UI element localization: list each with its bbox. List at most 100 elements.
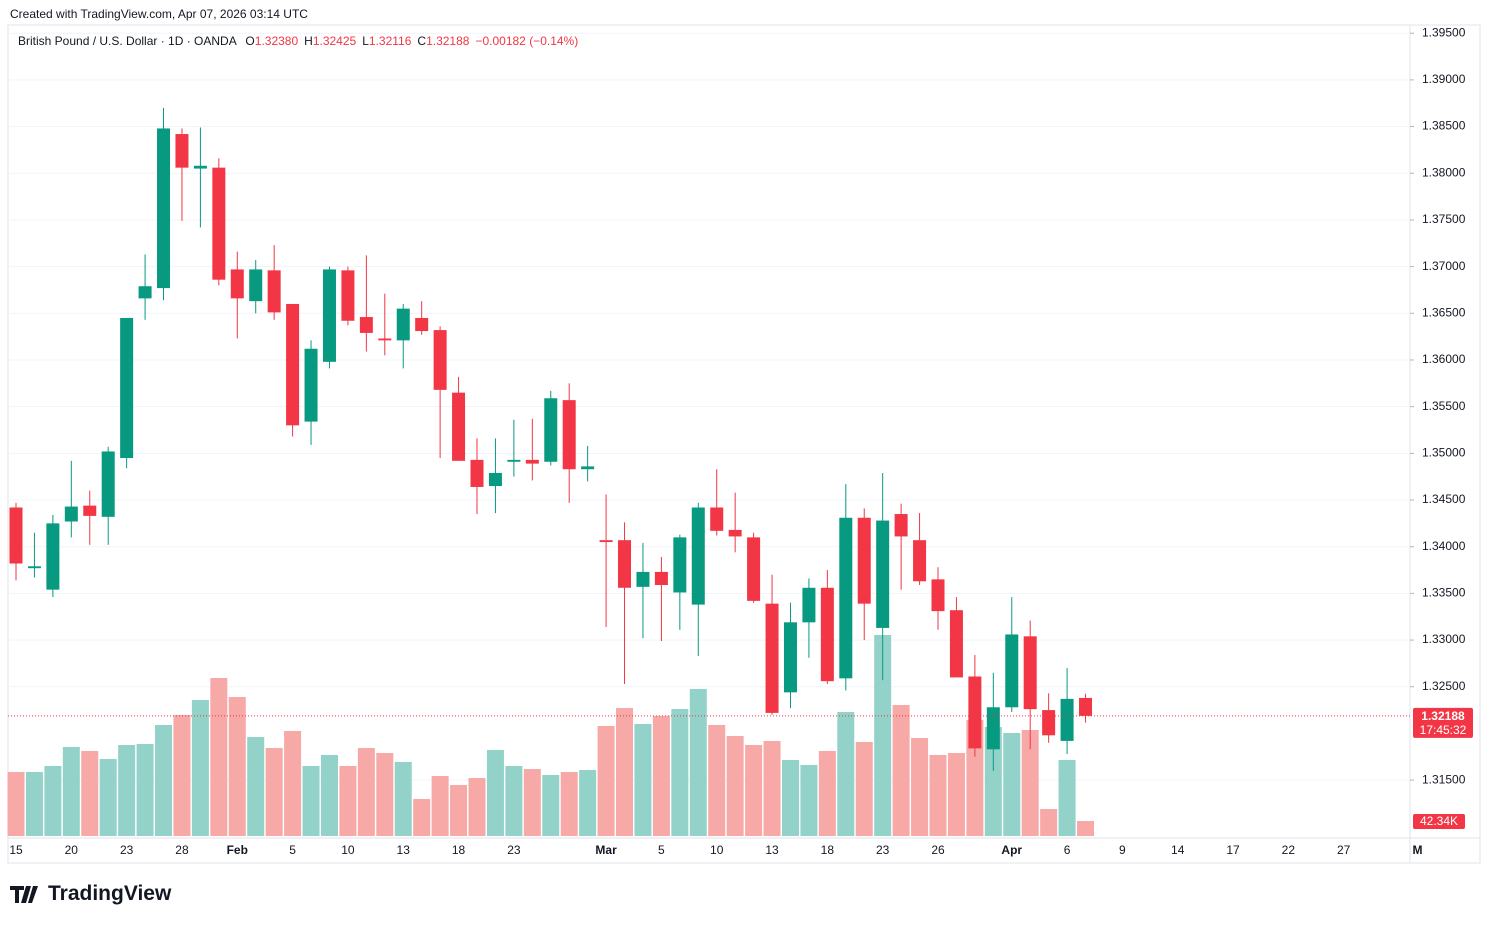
- candle-body: [1042, 710, 1056, 736]
- candle-body: [138, 286, 152, 299]
- candle-body: [581, 466, 595, 470]
- y-tick-label: 1.33500: [1422, 586, 1466, 600]
- candle-body: [175, 134, 189, 168]
- candle-body: [949, 610, 963, 678]
- volume-bar: [634, 723, 652, 836]
- candle-body: [673, 537, 687, 593]
- volume-bar: [560, 771, 578, 836]
- volume-bar: [929, 754, 947, 836]
- candle-body: [802, 587, 816, 623]
- volume-bar: [99, 758, 117, 836]
- candle-body: [691, 507, 705, 605]
- volume-bar: [431, 775, 449, 836]
- countdown: 17:45:32: [1420, 723, 1467, 737]
- volume-bar: [911, 737, 929, 836]
- volume-bar: [708, 724, 726, 836]
- candle-body: [304, 348, 318, 422]
- x-tick-label: 5: [658, 843, 665, 857]
- y-tick-label: 1.39000: [1422, 72, 1466, 86]
- candle-body: [783, 622, 797, 693]
- candle-body: [894, 514, 908, 537]
- volume-bar: [486, 749, 504, 836]
- candle-body: [618, 540, 632, 588]
- volume-bar: [726, 735, 744, 836]
- volume-bar: [25, 771, 43, 836]
- candle-body: [101, 451, 115, 517]
- x-tick-label: 28: [175, 843, 189, 857]
- candle-body: [193, 165, 207, 169]
- volume-bar: [1040, 809, 1058, 836]
- candle-body: [470, 459, 484, 487]
- watermark: Created with TradingView.com, Apr 07, 20…: [10, 7, 308, 21]
- x-tick-label: 14: [1171, 843, 1185, 857]
- volume-bar: [228, 696, 246, 836]
- x-tick-label: 22: [1282, 843, 1296, 857]
- legend-value: 1.32116: [368, 34, 412, 48]
- candle-body: [857, 517, 871, 604]
- y-tick-label: 1.31500: [1422, 772, 1466, 786]
- volume-bar: [265, 748, 283, 836]
- x-tick-label: 23: [120, 843, 134, 857]
- candle-body: [359, 317, 373, 333]
- x-tick-label: 23: [507, 843, 521, 857]
- candle-body: [765, 603, 779, 713]
- candle-body: [249, 269, 263, 302]
- candle-body: [267, 270, 281, 313]
- volume-bar: [818, 750, 836, 836]
- volume-bar: [1077, 821, 1095, 836]
- candle-body: [64, 506, 78, 522]
- x-tick-label: 18: [821, 843, 835, 857]
- volume-bar: [247, 736, 265, 836]
- candle-body: [27, 566, 41, 569]
- volume-bar: [800, 765, 818, 836]
- volume-bar: [394, 761, 412, 836]
- candle-body: [728, 529, 742, 537]
- volume-bar: [81, 750, 99, 836]
- volume-bar: [947, 752, 965, 836]
- volume-bar: [781, 760, 799, 836]
- volume-bar: [210, 678, 228, 836]
- volume-bar: [763, 740, 781, 836]
- y-tick-label: 1.34000: [1422, 539, 1466, 553]
- x-tick-label: Feb: [227, 843, 248, 857]
- legend-key: O: [245, 34, 255, 48]
- y-tick-label: 1.36500: [1422, 305, 1466, 319]
- x-tick-label: 15: [9, 843, 23, 857]
- legend-key: H: [304, 34, 313, 48]
- volume-bar: [745, 744, 763, 836]
- volume-bar: [376, 752, 394, 836]
- x-tick-label: Apr: [1001, 843, 1022, 857]
- legend-change: −0.00182 (−0.14%): [475, 34, 579, 48]
- x-tick-label: 26: [931, 843, 945, 857]
- candle-body: [544, 398, 558, 462]
- volume-bar: [468, 778, 486, 836]
- x-tick-label: 10: [341, 843, 355, 857]
- volume-bar: [62, 747, 80, 836]
- y-tick-label: 1.39500: [1422, 25, 1466, 39]
- symbol-title: British Pound / U.S. Dollar · 1D · OANDA: [18, 34, 237, 48]
- x-tick-label: 5: [289, 843, 296, 857]
- candle-body: [507, 459, 521, 462]
- candle-body: [83, 505, 97, 516]
- candle-body: [913, 540, 927, 582]
- candle-body: [654, 571, 668, 585]
- candle-body: [747, 537, 761, 601]
- volume-bar: [44, 766, 62, 836]
- y-tick-label: 1.35500: [1422, 399, 1466, 413]
- candle-body: [876, 520, 890, 628]
- legend-key: L: [362, 34, 369, 48]
- candle-body: [415, 317, 429, 332]
- volume-bar: [505, 766, 523, 836]
- candle-body: [341, 270, 355, 321]
- candle-body: [599, 540, 613, 543]
- volume-bar: [7, 771, 25, 836]
- candle-body: [212, 167, 226, 280]
- volume-bar: [155, 724, 173, 836]
- y-tick-label: 1.35000: [1422, 446, 1466, 460]
- x-tick-label: M: [1412, 843, 1422, 857]
- candle-body: [433, 330, 447, 390]
- volume-bar: [284, 731, 302, 836]
- candle-body: [968, 676, 982, 749]
- x-tick-label: 17: [1226, 843, 1240, 857]
